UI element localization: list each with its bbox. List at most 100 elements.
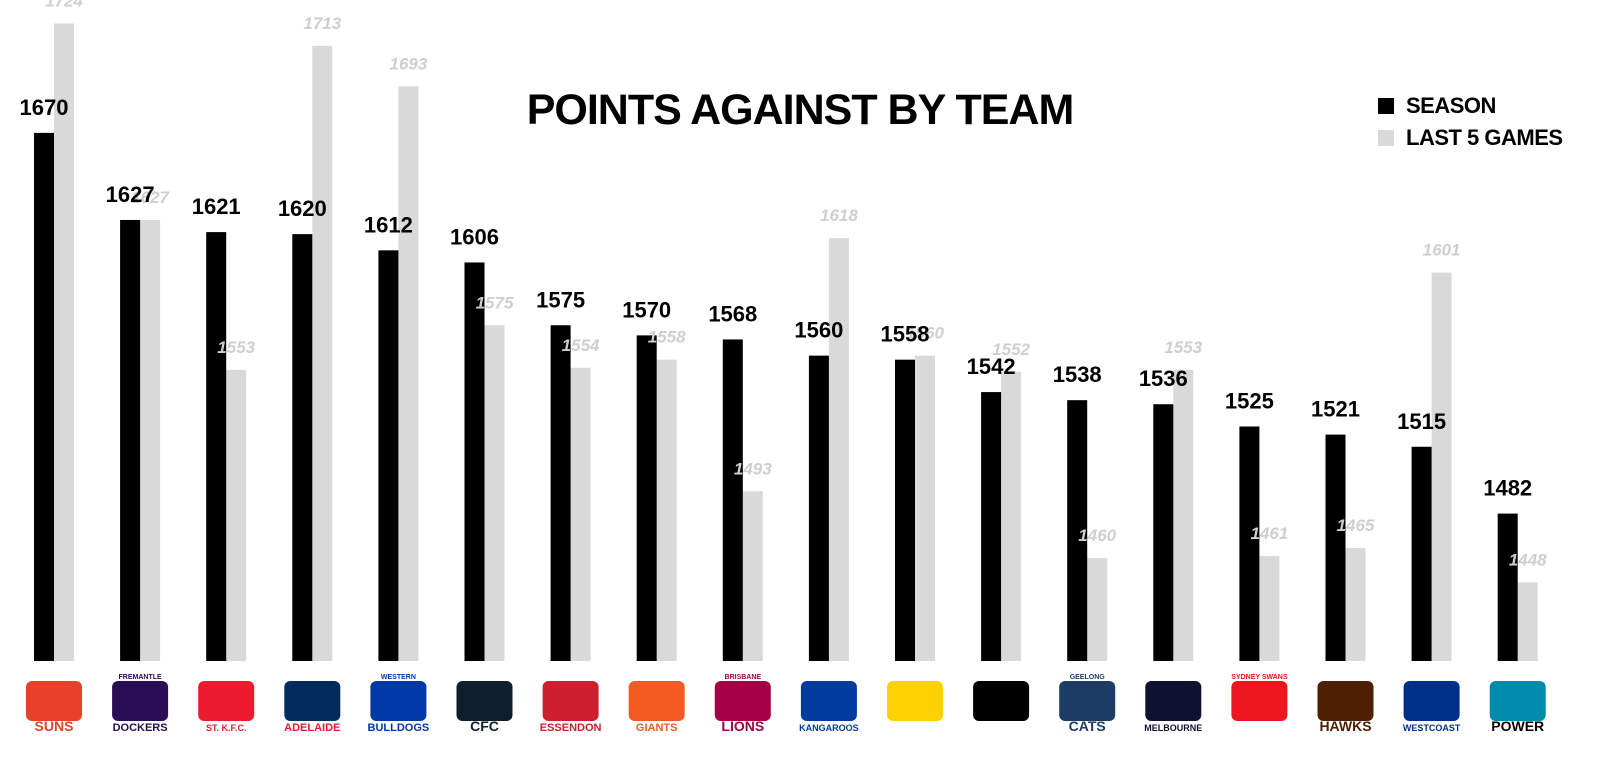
bar-group: 1554 1575 [536, 287, 600, 661]
logo-badge [887, 681, 943, 721]
logo-text: LIONS [721, 718, 764, 734]
west-coast-logo-icon: WESTCOAST [1403, 681, 1461, 733]
logo-text: HAWKS [1319, 718, 1371, 734]
tigers-logo-icon [887, 681, 943, 721]
bar-group: 1553 1621 [192, 194, 256, 662]
data-label-last5: 1461 [1250, 524, 1288, 543]
bar-season [120, 219, 141, 661]
bar-last5 [828, 238, 849, 661]
data-label-last5: 1493 [734, 459, 772, 478]
logo-badge [198, 681, 255, 721]
essendon-logo-icon: ESSENDON [540, 681, 602, 734]
bar-season [636, 335, 657, 661]
logo-text: CATS [1069, 718, 1106, 734]
bar-group: 1493 1568 [708, 301, 772, 661]
bar-last5 [398, 86, 419, 662]
logo-badge [284, 681, 341, 721]
logo-text: SUNS [35, 718, 74, 734]
data-label-season: 1525 [1225, 389, 1274, 414]
bar-group: 1618 1560 [794, 206, 858, 661]
logo-text: ST. K.F.C. [206, 723, 247, 733]
logo-text: CFC [470, 718, 499, 734]
dockers-logo-icon: FREMANTLE DOCKERS [112, 674, 169, 734]
logo-text: MELBOURNE [1144, 723, 1202, 733]
bar-group: 1693 1612 [364, 54, 428, 662]
data-label-last5: 1558 [648, 328, 686, 347]
bar-group: 1601 1515 [1397, 241, 1461, 661]
logo-top-text: BRISBANE [725, 674, 762, 681]
legend-item-season: SEASON [1378, 90, 1563, 122]
data-label-season: 1627 [106, 182, 155, 207]
data-label-season: 1515 [1397, 409, 1446, 434]
data-label-last5: 1552 [992, 340, 1030, 359]
bar-season [292, 234, 313, 661]
cats-logo-icon: GEELONG CATS [1059, 674, 1116, 734]
logo-text: POWER [1491, 718, 1544, 734]
data-label-season: 1620 [278, 196, 327, 221]
data-label-season: 1570 [622, 297, 671, 322]
legend-label-last5: LAST 5 GAMES [1406, 125, 1563, 150]
bar-season [464, 262, 485, 661]
bar-season [1239, 426, 1260, 661]
legend-swatch-season [1378, 98, 1394, 114]
logo-badge [26, 681, 82, 721]
bar-last5 [656, 359, 677, 661]
bar-last5 [1001, 371, 1022, 661]
legend: SEASON LAST 5 GAMES [1378, 90, 1563, 154]
logo-badge [1317, 681, 1374, 721]
logo-top-text: FREMANTLE [119, 674, 162, 681]
data-label-last5: 1554 [562, 336, 600, 355]
logo-text: DOCKERS [113, 722, 168, 734]
logo-badge [1145, 681, 1202, 721]
logo-text: KANGAROOS [799, 723, 859, 733]
bar-season [808, 355, 829, 661]
bar-season [722, 339, 743, 661]
giants-logo-icon: GIANTS [628, 681, 685, 734]
bar-last5 [1517, 582, 1538, 661]
data-label-season: 1536 [1139, 366, 1188, 391]
logo-badge [456, 681, 513, 721]
logo-badge [542, 681, 599, 721]
bar-group: 1724 1670 [20, 0, 83, 661]
data-label-season: 1542 [967, 354, 1016, 379]
bar-season [1497, 513, 1518, 661]
data-label-last5: 1553 [217, 338, 255, 357]
data-label-season: 1621 [192, 194, 241, 219]
bar-last5 [570, 367, 591, 661]
sydney-swans-logo-icon: SYDNEY SWANS [1231, 674, 1288, 721]
bar-last5 [226, 369, 247, 661]
adelaide-logo-icon: ADELAIDE [284, 681, 340, 734]
legend-swatch-last5 [1378, 130, 1394, 146]
magpies-logo-icon [973, 681, 1030, 721]
kangaroos-logo-icon: KANGAROOS [799, 681, 859, 733]
data-label-season: 1670 [20, 95, 69, 120]
bar-last5 [742, 491, 763, 661]
data-label-last5: 1553 [1164, 338, 1202, 357]
logo-badge [1489, 681, 1546, 721]
data-label-last5: 1618 [820, 206, 858, 225]
data-label-season: 1612 [364, 212, 413, 237]
logo-text: ADELAIDE [284, 722, 340, 734]
data-label-last5: 1724 [45, 0, 83, 11]
logo-badge [628, 681, 685, 721]
bar-season [895, 359, 915, 661]
data-label-last5: 1560 [906, 324, 944, 343]
bar-season [981, 392, 1002, 661]
bar-last5 [915, 355, 935, 661]
data-label-last5: 1448 [1509, 550, 1547, 569]
bar-season [378, 250, 399, 661]
data-label-season: 1606 [450, 224, 499, 249]
data-label-last5: 1693 [389, 54, 427, 73]
bar-group: 1461 1525 [1225, 389, 1288, 661]
logo-text: BULLDOGS [368, 722, 430, 734]
bar-last5 [484, 325, 505, 661]
bar-group: 1460 1538 [1053, 362, 1117, 661]
bar-last5 [1259, 556, 1280, 661]
bar-season [1325, 434, 1346, 661]
bar-season [550, 325, 571, 661]
bar-last5 [1431, 272, 1452, 661]
data-label-last5: 1601 [1423, 241, 1461, 260]
logo-badge [1231, 681, 1288, 721]
